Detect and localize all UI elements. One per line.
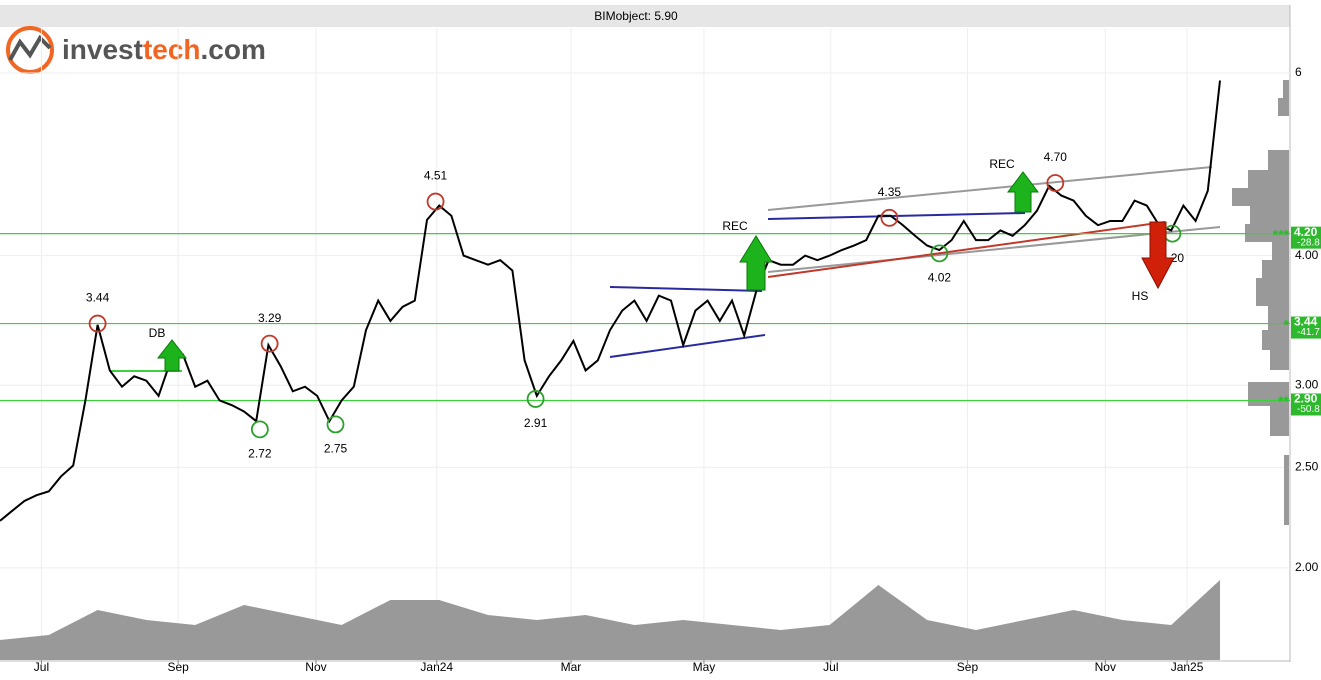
y-tick-label: 2.00 [1295, 560, 1319, 574]
profile-bar [1245, 224, 1289, 242]
logo-mark [8, 34, 52, 61]
volume-profile [1232, 80, 1289, 525]
level-box [1291, 393, 1321, 416]
logo-c: .com [201, 34, 266, 65]
y-tick-label: 3.00 [1295, 377, 1319, 391]
extreme-label: 4.35 [878, 185, 902, 199]
extreme-marker [426, 192, 445, 211]
profile-bar [1248, 170, 1289, 188]
signal-arrows [156, 171, 1175, 372]
extreme-label: 3.29 [258, 311, 282, 325]
x-tick-label: Nov [1095, 660, 1116, 674]
sell-arrow [1141, 221, 1175, 290]
x-tick-label: Nov [305, 660, 326, 674]
x-tick-label: Jul [823, 660, 838, 674]
buy-arrow [739, 235, 773, 291]
profile-bar [1256, 278, 1289, 306]
extreme-marker [880, 208, 899, 227]
logo: investtech.com [6, 26, 266, 74]
x-tick-label: May [693, 660, 716, 674]
profile-bar [1250, 206, 1289, 224]
extreme-marker [260, 334, 279, 353]
level-change: -41.7 [1297, 327, 1320, 338]
profile-bar [1232, 188, 1289, 206]
x-tick-label: Sep [167, 660, 189, 674]
price-line [0, 80, 1221, 522]
grid [0, 28, 1290, 660]
profile-bar [1268, 150, 1289, 170]
x-tick-label: Jan24 [420, 660, 453, 674]
level-box [1291, 316, 1321, 339]
level-rating: * [1284, 316, 1290, 332]
trend-line [609, 286, 763, 292]
level-box [1291, 226, 1321, 249]
trend-line [767, 221, 1166, 278]
header-bar [0, 5, 1290, 27]
level-label: 4.20 [1294, 225, 1318, 239]
plot: 2.00 2.50 3.00 4.00 6 Jul Sep Nov Jan24 Mar May Jul… [0, 65, 1321, 674]
trend-line [767, 166, 1213, 211]
buy-arrow [1007, 171, 1039, 213]
level-label: 3.44 [1294, 315, 1318, 329]
extreme-marker [88, 314, 107, 333]
logo-b: tech [143, 34, 201, 65]
profile-bar [1270, 350, 1289, 370]
y-tick-label: 6 [1295, 65, 1302, 79]
chart-title: BIMobject: 5.90 [594, 9, 678, 23]
y-tick-label: 2.50 [1295, 460, 1319, 474]
pattern-label: DB [149, 326, 166, 340]
extreme-label: 3.44 [86, 291, 110, 305]
pattern-label: REC [989, 157, 1015, 171]
profile-bar [1284, 455, 1289, 525]
extreme-marker [1046, 174, 1065, 192]
extreme-marker [526, 390, 545, 408]
level-change: -50.8 [1297, 404, 1320, 415]
buy-arrow [156, 339, 188, 372]
x-tick-label: Jul [34, 660, 49, 674]
trend-line [609, 334, 766, 358]
level-rating: *** [1273, 226, 1290, 242]
volume-layer [0, 580, 1220, 660]
level-change: -28.8 [1297, 237, 1320, 248]
y-tick-label: 4.00 [1295, 248, 1319, 262]
profile-bar [1262, 260, 1289, 278]
x-tick-label: Sep [957, 660, 979, 674]
x-tick-label: Mar [561, 660, 582, 674]
profile-bar [1270, 406, 1289, 436]
trend-lines [110, 166, 1221, 372]
profile-bar [1283, 80, 1289, 98]
profile-bar [1272, 242, 1289, 260]
logo-ring [6, 26, 54, 74]
volume-area [0, 580, 1220, 660]
profile-bar [1278, 98, 1289, 116]
pattern-label: REC [722, 219, 748, 233]
extreme-label: 2.72 [248, 447, 272, 461]
profile-bar [1248, 382, 1289, 406]
trend-line [767, 226, 1221, 273]
logo-text: investtech.com [62, 34, 266, 65]
extreme-label: 4.51 [424, 169, 448, 183]
extreme-marker [930, 244, 949, 263]
profile-bar [1262, 330, 1289, 350]
extreme-label: 4.70 [1044, 150, 1068, 164]
extreme-marker [326, 415, 345, 434]
extreme-label: 4.02 [928, 271, 952, 285]
level-rating: ** [1278, 393, 1289, 409]
logo-a: invest [62, 34, 143, 65]
level-label: 2.90 [1294, 392, 1318, 406]
pattern-label: HS [1132, 289, 1149, 303]
extreme-label: 2.75 [324, 442, 348, 456]
extreme-marker [250, 420, 269, 439]
x-tick-label: Jan25 [1171, 660, 1204, 674]
extreme-label: 2.91 [524, 416, 548, 430]
